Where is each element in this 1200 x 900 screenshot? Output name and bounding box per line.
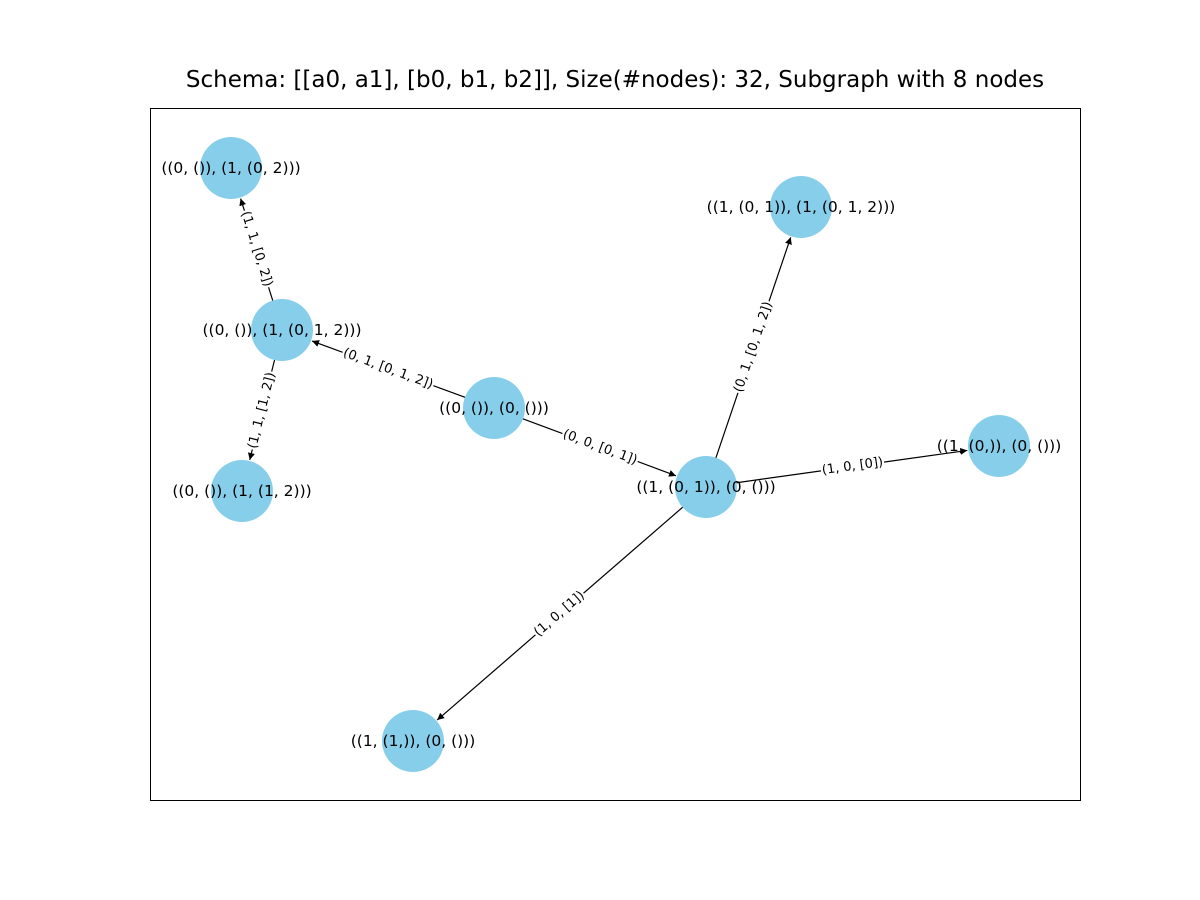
node-label: ((0, ()), (1, (1, 2))) (172, 482, 311, 500)
node-label: ((0, ()), (1, (0, 1, 2))) (202, 321, 361, 339)
edge-label-group: (0, 0, [0, 1]) (559, 426, 641, 469)
chart-title: Schema: [[a0, a1], [b0, b1, b2]], Size(#… (186, 67, 1044, 93)
graph-node-n2 (200, 137, 262, 199)
graph-node-n6 (968, 415, 1030, 477)
edge-label-background (559, 426, 641, 469)
plot-frame (150, 108, 1081, 801)
edge-label-group: (1, 1, [0, 2]) (237, 208, 276, 290)
edge-label-group: (1, 0, [1]) (530, 587, 589, 641)
graph-node-n4 (675, 456, 737, 518)
edge-label-background (819, 454, 886, 479)
edge-label-group: (1, 1, [1, 2]) (245, 369, 279, 452)
edge-label: (1, 1, [0, 2]) (238, 209, 276, 288)
graph-node-n5 (770, 176, 832, 238)
graph-node-n0 (463, 377, 525, 439)
edge-label-background (340, 345, 436, 393)
graph-node-n7 (382, 710, 444, 772)
edge-label-background (245, 369, 279, 452)
edge-label: (0, 1, [0, 1, 2]) (731, 300, 776, 395)
node-label: ((1, (0, 1)), (0, ())) (636, 478, 775, 496)
edge-label: (1, 1, [1, 2]) (245, 371, 278, 450)
graph-node-n3 (211, 460, 273, 522)
nodes-layer: ((0, ()), (0, ())) ((0, ()), (1, (0, 1, 2… (161, 137, 1061, 772)
node-label: ((1, (0,)), (0, ())) (937, 437, 1062, 455)
node-label: ((1, (1,)), (0, ())) (351, 732, 476, 750)
edge-label: (1, 0, [0]) (821, 455, 884, 478)
node-label: ((0, ()), (0, ())) (439, 399, 549, 417)
edge-label-background (730, 298, 777, 396)
graph-node-n1 (251, 299, 313, 361)
edge-label: (0, 1, [0, 1, 2]) (341, 346, 435, 393)
edge-label-group: (1, 0, [0]) (819, 454, 886, 479)
node-label: ((0, ()), (1, (0, 2))) (161, 159, 300, 177)
edge-label-background (530, 587, 589, 641)
node-label: ((1, (0, 1)), (1, (0, 1, 2))) (707, 198, 896, 216)
edge-label: (1, 0, [1]) (531, 588, 587, 640)
edge-label: (0, 0, [0, 1]) (561, 427, 639, 468)
edge-label-group: (0, 1, [0, 1, 2]) (730, 298, 777, 396)
edge-label-background (237, 208, 276, 290)
edge-labels-layer: (0, 1, [0, 1, 2]) (0, 0, [0, 1]) (1, 1, [0… (237, 208, 886, 641)
edge-label-group: (0, 1, [0, 1, 2]) (340, 345, 436, 393)
